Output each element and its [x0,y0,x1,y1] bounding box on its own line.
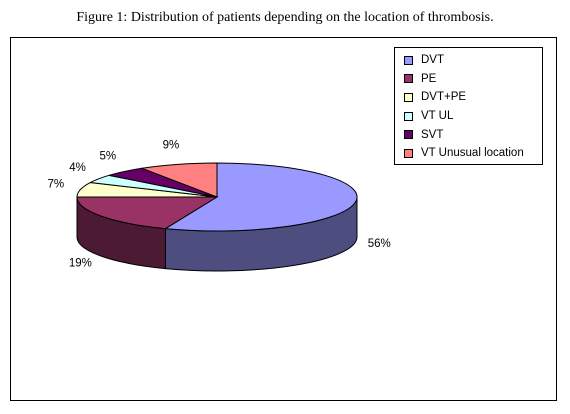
data-label-vt-unusual-location: 9% [163,139,180,151]
data-label-pe: 19% [69,258,92,270]
legend-swatch [404,74,413,84]
legend-label: VT Unusual location [421,147,524,160]
legend-item: DVT [395,51,542,70]
pie-slice-dvt [163,162,358,232]
pie-slice-vt-unusual-location [140,162,218,198]
data-label-vt-ul: 4% [69,162,86,174]
chart-legend: DVT PE DVT+PE VT UL SVT VT Unusual location [394,47,543,165]
legend-label: SVT [421,128,444,141]
legend-swatch [404,55,413,65]
pie-labels: 56% 19% 7% 4% 5% 9% [47,139,390,269]
data-label-dvt-pe: 7% [47,179,64,191]
chart-frame [10,37,557,401]
legend-item: PE [395,70,542,89]
legend-swatch [404,130,413,140]
legend-item: VT UL [395,107,542,126]
legend-swatch [404,148,413,158]
pie-slice-pe [76,196,219,230]
legend-swatch [404,92,413,102]
legend-label: DVT [421,54,444,67]
pie-tops [76,162,358,232]
data-label-svt: 5% [99,150,116,162]
figure-caption: Figure 1: Distribution of patients depen… [76,10,494,25]
legend-item: DVT+PE [395,88,542,107]
legend-item: VT Unusual location [395,144,542,163]
legend-item: SVT [395,125,542,144]
legend-swatch [404,111,413,121]
legend-label: PE [421,72,437,85]
legend-label: VT UL [421,110,454,123]
data-label-dvt: 56% [368,238,391,250]
legend-label: DVT+PE [421,91,467,104]
